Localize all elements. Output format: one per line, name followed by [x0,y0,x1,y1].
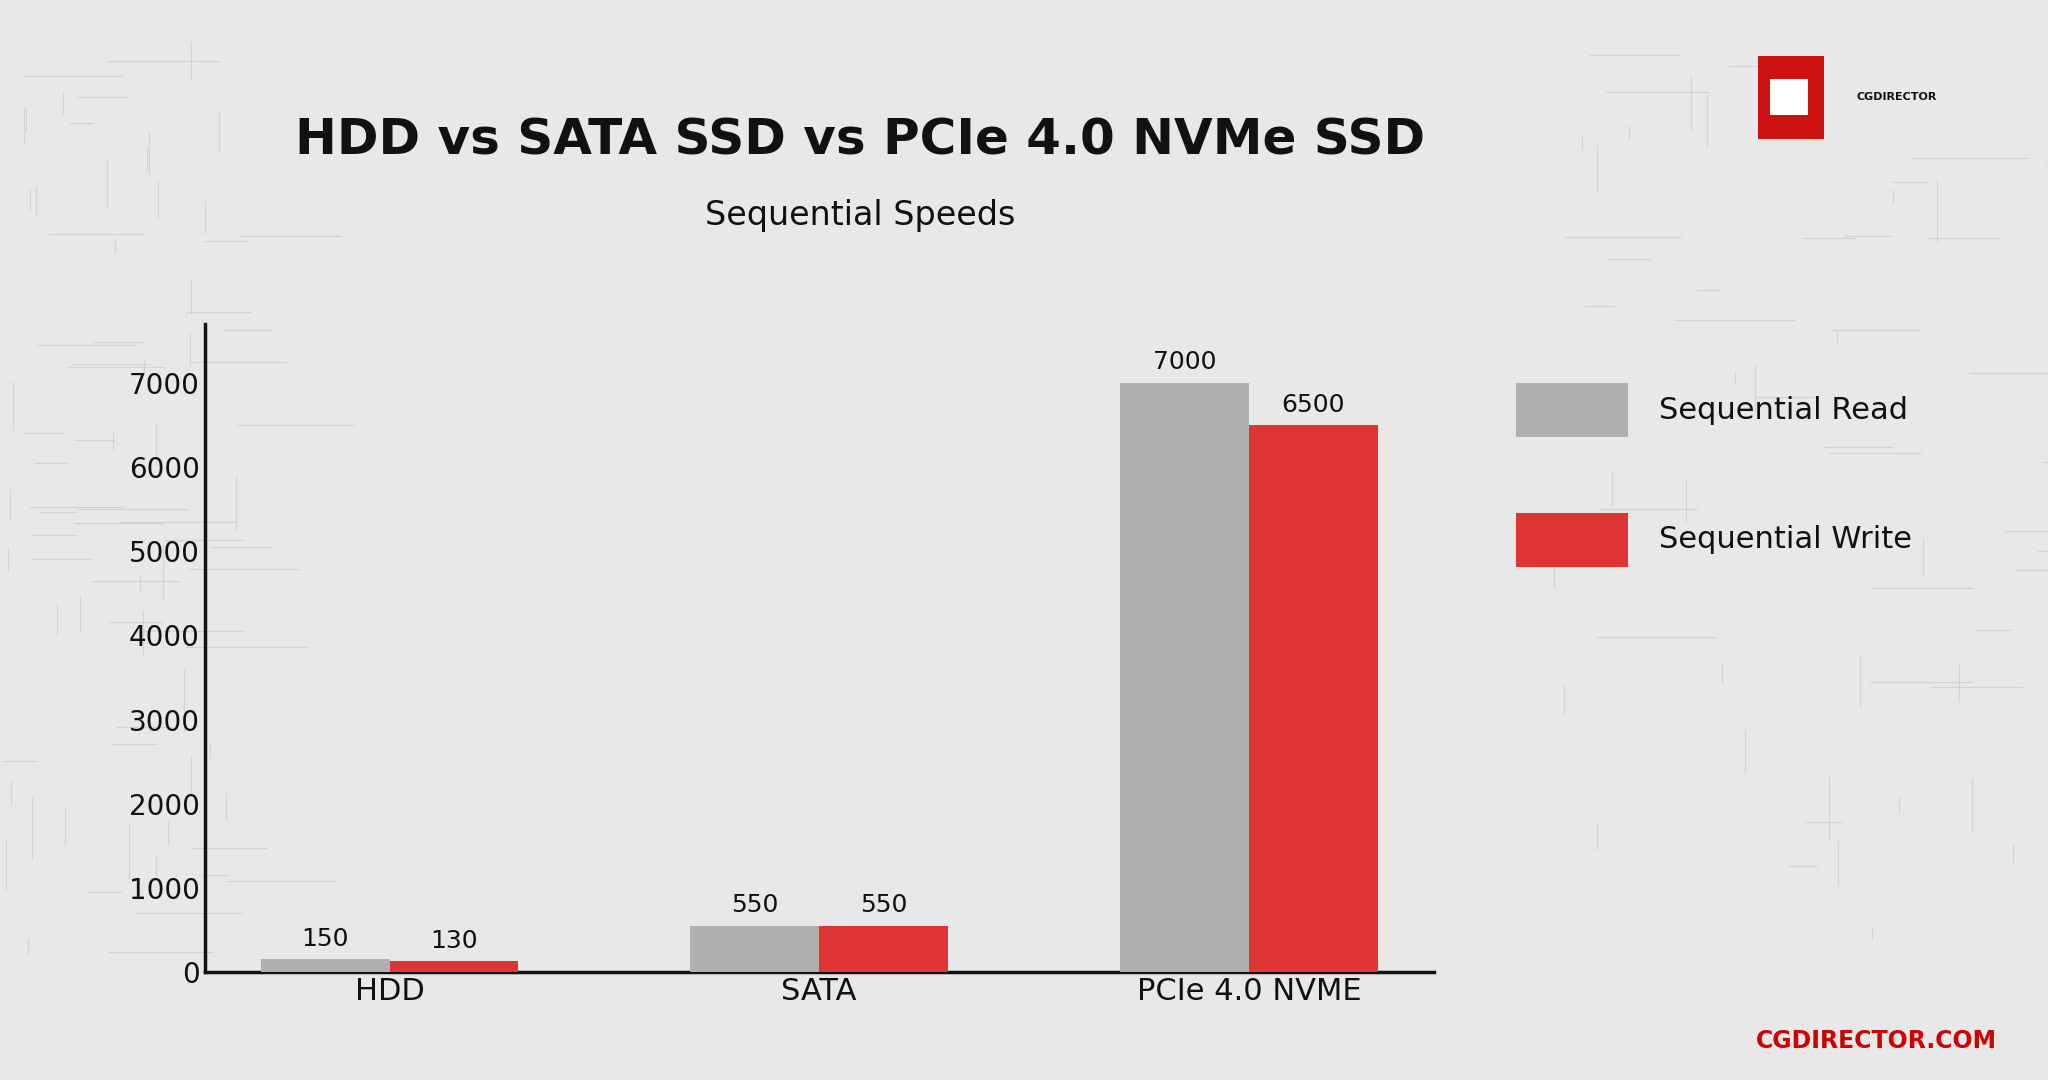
Text: Sequential Read: Sequential Read [1659,396,1909,424]
Text: 7000: 7000 [1153,351,1217,375]
Bar [260,959,389,972]
Text: 130: 130 [430,929,477,953]
Text: HDD vs SATA SSD vs PCIe 4.0 NVMe SSD: HDD vs SATA SSD vs PCIe 4.0 NVMe SSD [295,117,1425,164]
FancyBboxPatch shape [1769,80,1808,114]
FancyBboxPatch shape [1757,55,1825,138]
Text: CGDIRECTOR: CGDIRECTOR [1858,92,1937,103]
Text: 6500: 6500 [1282,392,1346,417]
Text: 150: 150 [301,927,348,951]
Bar [1249,426,1378,972]
Text: 550: 550 [731,893,778,917]
Bar [819,926,948,972]
Text: 550: 550 [860,893,907,917]
Text: Sequential Write: Sequential Write [1659,526,1913,554]
Bar [1120,383,1249,972]
Bar [389,961,518,972]
Text: CGDIRECTOR.COM: CGDIRECTOR.COM [1755,1029,1997,1053]
Bar [690,926,819,972]
Text: Sequential Speeds: Sequential Speeds [705,200,1016,232]
